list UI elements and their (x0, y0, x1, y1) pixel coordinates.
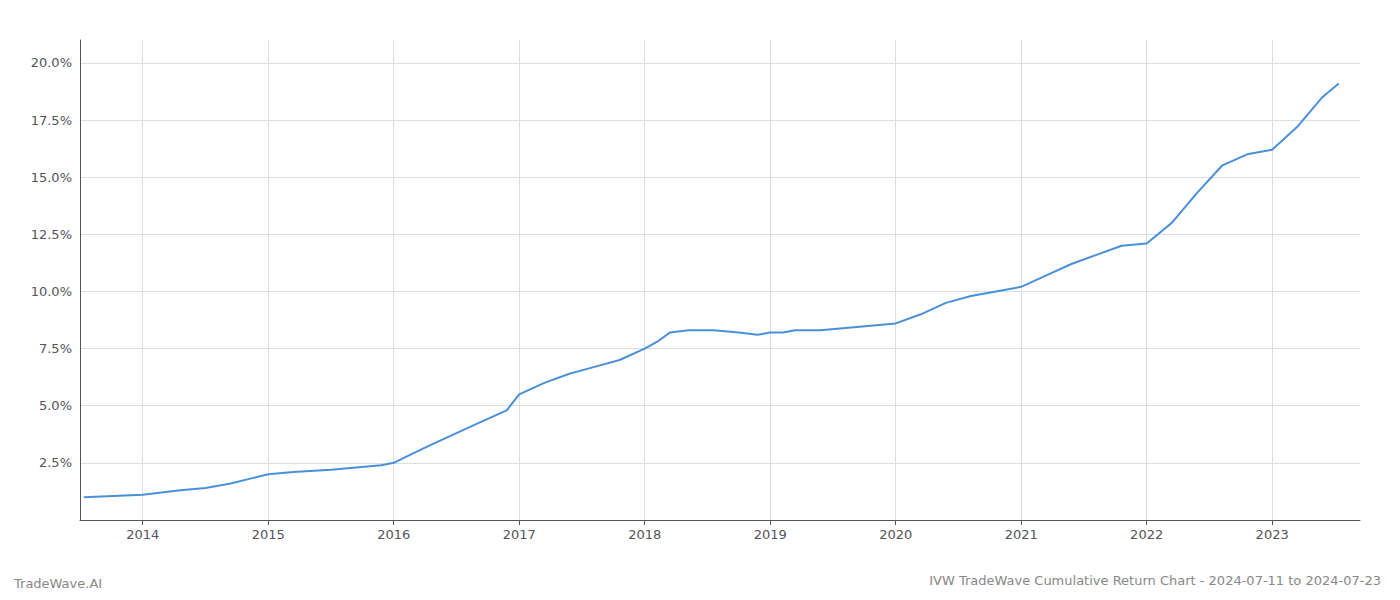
svg-text:2022: 2022 (1130, 527, 1163, 542)
svg-text:12.5%: 12.5% (31, 227, 72, 242)
svg-text:2016: 2016 (377, 527, 410, 542)
svg-text:5.0%: 5.0% (39, 398, 72, 413)
svg-text:10.0%: 10.0% (31, 284, 72, 299)
svg-text:2015: 2015 (252, 527, 285, 542)
svg-text:2.5%: 2.5% (39, 455, 72, 470)
svg-text:2021: 2021 (1005, 527, 1038, 542)
svg-text:17.5%: 17.5% (31, 113, 72, 128)
svg-text:2017: 2017 (503, 527, 536, 542)
svg-text:IVW TradeWave Cumulative Retur: IVW TradeWave Cumulative Return Chart - … (929, 573, 1381, 588)
svg-text:2020: 2020 (879, 527, 912, 542)
svg-text:15.0%: 15.0% (31, 170, 72, 185)
svg-text:2019: 2019 (754, 527, 787, 542)
svg-text:2014: 2014 (126, 527, 159, 542)
svg-text:TradeWave.AI: TradeWave.AI (13, 576, 102, 591)
svg-text:20.0%: 20.0% (31, 55, 72, 70)
svg-text:2018: 2018 (628, 527, 661, 542)
svg-text:7.5%: 7.5% (39, 341, 72, 356)
svg-text:2023: 2023 (1256, 527, 1289, 542)
